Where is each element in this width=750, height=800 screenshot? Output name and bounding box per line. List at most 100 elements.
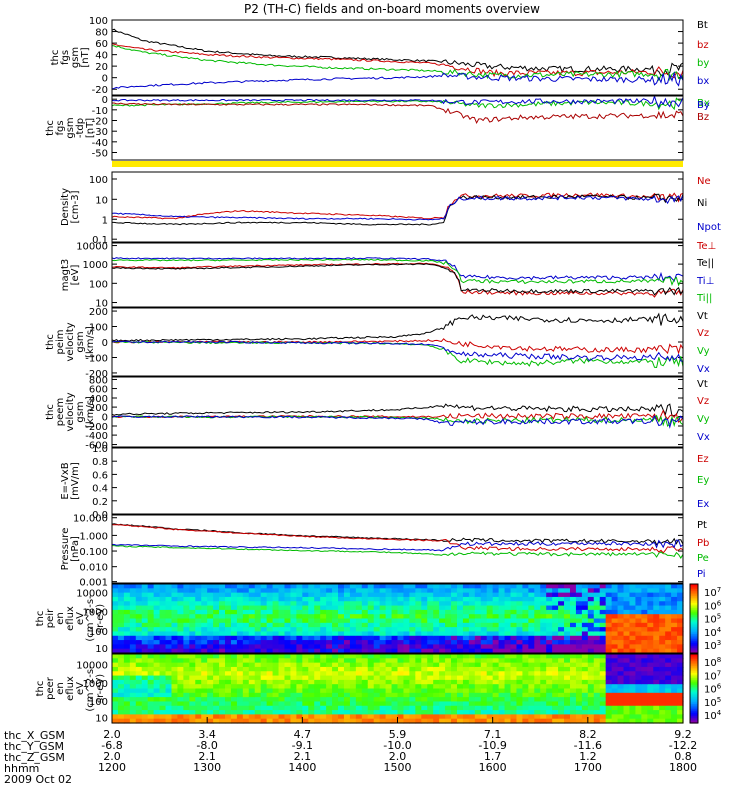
spectrogram-cell: [486, 705, 494, 711]
spectrogram-cell: [379, 627, 387, 633]
spectrogram-cell: [581, 710, 589, 715]
ylabel-line-3: eflux: [65, 676, 76, 701]
spectrogram-cell: [201, 618, 208, 624]
spectrogram-cell: [242, 605, 250, 611]
spectrogram-cell: [308, 631, 315, 637]
spectrogram-cell: [308, 622, 315, 628]
legend-entry: Bt: [697, 20, 708, 31]
ytick-label: -200: [85, 422, 108, 433]
spectrogram-cell: [409, 697, 416, 703]
spectrogram-cell: [207, 622, 214, 628]
panel-p4-ylabel: magt3 [eV]: [60, 259, 81, 292]
spectrogram-cell: [260, 609, 268, 615]
spectrogram-cell: [201, 627, 208, 633]
spectrogram-cell: [254, 692, 262, 698]
spectrogram-cell: [385, 692, 393, 698]
spectrogram-cell: [391, 705, 399, 711]
spectrogram-cell: [260, 684, 268, 690]
spectrogram-cell: [153, 584, 161, 589]
spectrogram-cell: [647, 635, 654, 641]
spectrogram-cell: [677, 631, 684, 637]
colorbar-frame: [689, 653, 699, 724]
spectrogram-cell: [355, 697, 363, 703]
spectrogram-cell: [248, 710, 256, 715]
spectrogram-cell: [653, 701, 660, 707]
spectrogram-cell: [189, 701, 196, 707]
spectrogram-cell: [225, 614, 232, 620]
spectrogram-cell: [599, 679, 607, 685]
spectrogram-cell: [468, 622, 476, 628]
spectrogram-cell: [177, 584, 184, 589]
spectrogram-cell: [219, 714, 226, 720]
spectrogram-cell: [575, 592, 583, 598]
spectrogram-cell: [528, 710, 535, 715]
spectrogram-cell: [308, 658, 315, 664]
colorbar-step: [690, 679, 698, 683]
colorbar-step: [690, 688, 698, 691]
spectrogram-cell: [230, 692, 238, 698]
spectrogram-cell: [492, 605, 500, 611]
spectrogram-cell: [213, 705, 220, 711]
spectrogram-cell: [415, 688, 422, 694]
spectrogram-cell: [659, 701, 666, 707]
spectrogram-cell: [558, 601, 565, 607]
spectrogram-cell: [510, 654, 518, 659]
spectrogram-cell: [147, 705, 155, 711]
panel-p6: thc peem velocity gsm [km/s]8006004002000-20…: [45, 375, 710, 451]
spectrogram-cell: [504, 658, 512, 664]
spectrogram-cell: [581, 644, 589, 650]
spectrogram-cell: [677, 640, 684, 645]
spectrogram-cell: [641, 648, 648, 654]
spectrogram-cell: [272, 666, 280, 672]
spectrogram-cell: [207, 648, 214, 654]
spectrogram-cell: [355, 648, 363, 654]
spectrogram-cell: [480, 710, 488, 715]
spectrogram-cell: [486, 618, 494, 624]
spectrogram-cell: [677, 658, 684, 664]
spectrogram-cell: [171, 692, 179, 698]
spectrogram-cell: [451, 658, 458, 664]
spectrogram-cell: [391, 710, 399, 715]
spectrogram-cell: [147, 588, 155, 594]
spectrogram-cell: [308, 692, 315, 698]
spectrogram-cell: [153, 692, 161, 698]
ytick-label: 60: [95, 39, 108, 50]
spectrogram-cell: [219, 718, 226, 724]
spectrogram-cell: [272, 592, 280, 598]
spectrogram-cell: [338, 592, 345, 598]
spectrogram-cell: [260, 627, 268, 633]
spectrogram-cell: [605, 614, 613, 620]
spectrogram-cell: [117, 596, 125, 602]
spectrogram-cell: [504, 710, 512, 715]
spectrogram-cell: [189, 635, 196, 641]
spectrogram-cell: [177, 692, 184, 698]
spectrogram-cell: [278, 614, 286, 620]
spectrogram-cell: [593, 718, 601, 724]
spectrogram-cell: [575, 688, 583, 694]
spectrogram-cell: [617, 714, 625, 720]
spectrogram-cell: [177, 718, 184, 724]
spectrogram-cell: [516, 718, 524, 724]
spectrogram-cell: [510, 618, 518, 624]
spectrogram-cell: [195, 692, 202, 698]
spectrogram-cell: [373, 605, 381, 611]
spectrogram-cell: [230, 688, 238, 694]
spectrogram-cell: [213, 718, 220, 724]
spectrogram-cell: [332, 584, 339, 589]
spectrogram-cell: [266, 614, 274, 620]
spectrogram-cell: [677, 718, 684, 724]
spectrogram-cell: [427, 697, 434, 703]
spectrogram-cell: [171, 592, 179, 598]
spectrogram-cell: [403, 692, 410, 698]
spectrogram-cell: [391, 605, 399, 611]
spectrogram-cell: [201, 588, 208, 594]
spectrogram-cell: [320, 605, 327, 611]
spectrogram-cell: [653, 618, 660, 624]
spectrogram-cell: [153, 705, 161, 711]
spectrogram-cell: [504, 588, 512, 594]
panel-p6-ylabel: thc peem velocity gsm [km/s]: [45, 392, 96, 431]
spectrogram-cell: [665, 596, 672, 602]
spectrogram-cell: [653, 605, 660, 611]
spectrogram-cell: [528, 654, 535, 659]
spectrogram-cell: [516, 618, 524, 624]
